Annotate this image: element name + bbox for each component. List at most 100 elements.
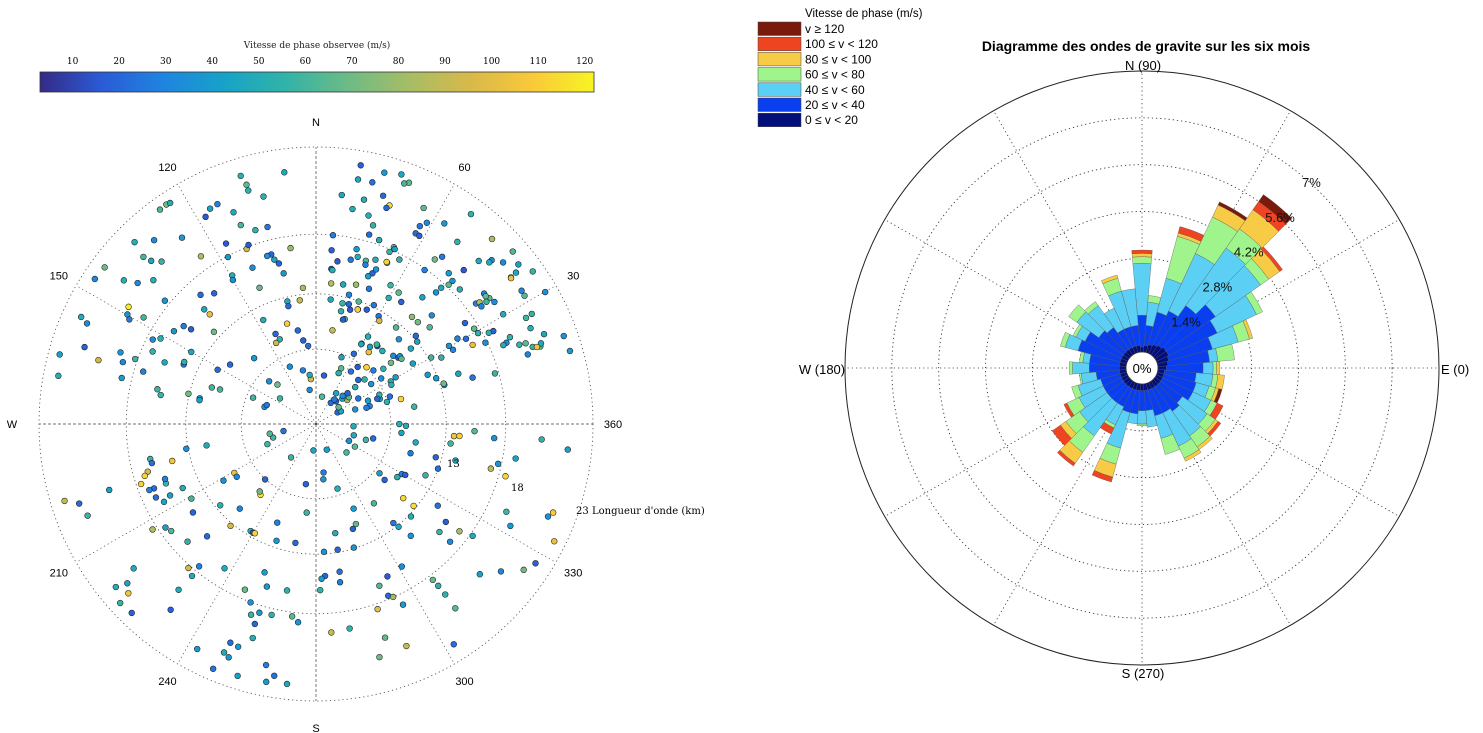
rose-radial-ticks: 1.4% 2.8% 4.2% 5.6% 7% (1171, 175, 1321, 329)
scatter-point (540, 330, 548, 338)
scatter-point (345, 437, 353, 445)
scatter-point (335, 369, 342, 377)
scatter-point (280, 427, 287, 435)
scatter-point (452, 605, 459, 612)
scatter-point (91, 275, 99, 283)
rose-bar-segment (1183, 449, 1202, 462)
scatter-point (499, 259, 507, 266)
scatter-point (206, 205, 214, 212)
rose-radial-tick-label: 7% (1302, 175, 1321, 190)
scatter-point (398, 563, 405, 570)
scatter-point (376, 653, 383, 661)
scatter-point (363, 364, 370, 371)
scatter-point (434, 502, 441, 509)
scatter-point (392, 374, 399, 381)
colorbar-tick-label: 40 (207, 57, 219, 67)
rose-bar-segment (1072, 361, 1090, 375)
scatter-point (188, 495, 195, 502)
radial-tick-13: 13 (447, 459, 460, 470)
scatter-point (407, 450, 414, 457)
scatter-point (188, 572, 196, 580)
scatter-point (130, 565, 137, 572)
legend-label: 20 ≤ v < 40 (805, 98, 865, 112)
legend-label: 100 ≤ v < 120 (805, 37, 878, 51)
scatter-point (346, 625, 353, 632)
polar-grid-spoke (75, 285, 317, 425)
scatter-point (394, 473, 401, 481)
direction-label-south: S (312, 723, 319, 733)
scatter-point (162, 524, 169, 531)
direction-label-north: N (90) (1125, 58, 1161, 73)
scatter-point (445, 342, 453, 350)
scatter-point (220, 477, 227, 484)
scatter-point (197, 253, 205, 260)
scatter-point (491, 298, 498, 306)
polar-grid (38, 146, 594, 702)
scatter-point (403, 642, 410, 650)
scatter-point (360, 196, 368, 203)
scatter-point (233, 473, 240, 480)
rose-bar-segment (1212, 361, 1217, 375)
angle-tick-label: 360 (604, 419, 622, 431)
scatter-point (283, 680, 291, 688)
scatter-point (421, 266, 428, 274)
colorbar-tick-label: 120 (576, 57, 593, 67)
scatter-point (144, 468, 151, 475)
radial-tick-18: 18 (511, 483, 524, 494)
scatter-point (157, 335, 164, 342)
scatter-point (456, 528, 463, 535)
scatter-point (375, 236, 383, 244)
scatter-point (306, 386, 313, 394)
scatter-point (474, 329, 482, 337)
scatter-point (396, 256, 403, 263)
scatter-point (251, 530, 259, 537)
scatter-point (117, 599, 124, 607)
scatter-point (361, 376, 368, 383)
legend-label: v ≥ 120 (805, 22, 845, 36)
scatter-point (401, 180, 408, 187)
scatter-point (520, 566, 527, 574)
scatter-point (414, 318, 422, 326)
scatter-point (384, 573, 391, 580)
scatter-point (452, 457, 459, 464)
scatter-point (560, 332, 567, 340)
scatter-point (329, 327, 336, 334)
scatter-point (285, 302, 292, 310)
scatter-point (354, 253, 361, 261)
scatter-point (210, 290, 218, 297)
scatter-point (335, 403, 342, 411)
rose-grid-circle (891, 117, 1393, 619)
legend-label: 60 ≤ v < 80 (805, 68, 865, 82)
scatter-point (355, 376, 362, 384)
scatter-point (328, 629, 335, 636)
scatter-point (134, 279, 141, 287)
scatter-point (374, 605, 381, 613)
scatter-point (363, 404, 370, 411)
scatter-point (294, 619, 302, 626)
rose-bar-segment (1057, 450, 1076, 467)
scatter-point (438, 284, 445, 291)
scatter-point (263, 583, 271, 590)
rose-bar-segment (1177, 226, 1205, 242)
direction-label-west: W (7, 419, 18, 431)
radial-tick-23: 23 (576, 506, 589, 517)
scatter-point (428, 312, 435, 319)
scatter-point (454, 335, 461, 342)
scatter-point (407, 513, 415, 520)
scatter-point (338, 354, 345, 361)
scatter-point (265, 378, 273, 385)
scatter-point (398, 171, 405, 178)
scatter-point (350, 505, 357, 512)
scatter-point (387, 359, 395, 366)
scatter-point (387, 282, 394, 289)
colorbar-tick-label: 110 (530, 57, 547, 67)
scatter-point (469, 374, 476, 381)
legend-label: 80 ≤ v < 100 (805, 52, 872, 66)
scatter-point (364, 273, 372, 280)
scatter-point (438, 253, 446, 260)
scatter-point (294, 327, 302, 334)
angle-tick-label: 210 (50, 568, 68, 580)
scatter-point (203, 533, 211, 540)
scatter-point (329, 266, 336, 274)
scatter-point (512, 269, 520, 276)
